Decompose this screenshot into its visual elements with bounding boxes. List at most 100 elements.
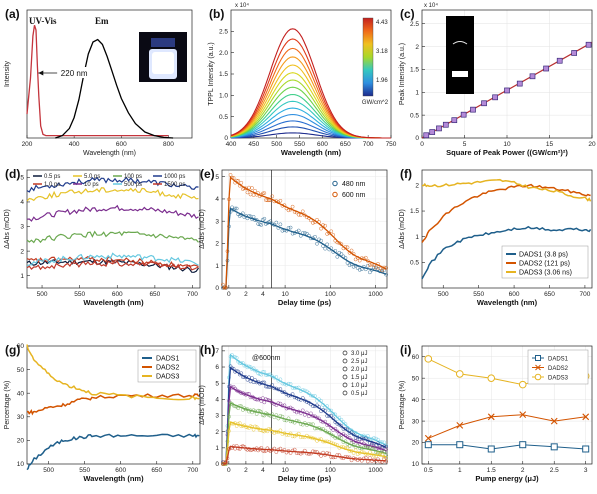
series-line <box>26 204 199 222</box>
data-point <box>325 430 330 435</box>
legend-label: 1000 ps <box>164 174 185 180</box>
series-line <box>26 255 199 268</box>
series-line <box>26 393 200 416</box>
y-axis-label: ΔAbs (mOD) <box>199 209 206 249</box>
data-point <box>296 212 301 217</box>
legend-marker <box>535 355 541 361</box>
y-axis-label: TPPL Intensity (a.u.) <box>208 42 215 106</box>
series-line <box>26 230 199 244</box>
plot-frame <box>26 9 193 139</box>
x-axis-label: Wavelength (nm) <box>281 148 342 157</box>
y-tick-label: 60 <box>412 354 420 361</box>
x-tick-label: 4 <box>261 467 265 474</box>
legend-label: DADS2 <box>156 365 179 372</box>
data-point <box>313 234 317 239</box>
panel-a: 200 400 600 800 Wavelength (nm) Intensity UV-V… <box>4 9 193 157</box>
data-point <box>278 222 283 227</box>
width-label: 220 nm <box>61 69 88 78</box>
data-point <box>262 216 267 221</box>
inset-bright-spot <box>452 71 468 77</box>
x-tick-label: 10 <box>281 467 289 474</box>
x-tick-label: 500 <box>271 141 282 148</box>
spectrum-line <box>230 28 391 139</box>
data-point <box>302 231 307 235</box>
x-tick-label: 700 <box>579 291 590 298</box>
legend-label: DADS1 <box>156 356 179 363</box>
y-tick-label: 2.5 <box>410 21 419 28</box>
data-point <box>384 447 388 452</box>
series-line <box>421 225 592 280</box>
data-point <box>331 411 336 416</box>
panel-label: (g) <box>5 343 20 357</box>
data-point <box>335 429 340 434</box>
plot-frame <box>421 345 593 465</box>
fit-line <box>222 353 387 465</box>
data-point <box>349 248 354 253</box>
y-tick-label: 1 <box>215 263 219 270</box>
data-point <box>250 186 254 190</box>
data-point <box>280 228 285 233</box>
data-point <box>363 455 368 460</box>
data-point <box>529 73 536 80</box>
y-axis-label: ΔAbs (mOD) <box>199 385 206 425</box>
y-tick-label: 2.5 <box>219 29 228 36</box>
x-tick-label: 20 <box>588 141 596 148</box>
y-tick-label: 4 <box>215 397 219 404</box>
data-point <box>251 193 256 197</box>
x-tick-label: 600 <box>116 141 127 148</box>
data-point <box>372 265 376 270</box>
data-point <box>290 204 295 209</box>
data-point <box>481 100 487 107</box>
data-point <box>234 206 239 211</box>
y-tick-label: 2 <box>215 241 219 248</box>
data-point <box>363 255 368 260</box>
y-tick-label: 50 <box>412 375 420 382</box>
x-tick-label: 100 <box>325 467 336 474</box>
x-tick-label: 0.5 <box>424 467 433 474</box>
x-tick-label: 650 <box>544 291 555 298</box>
legend-label: DADS2 <box>548 366 569 372</box>
probe-wavelength-label: @600nm <box>252 355 281 362</box>
legend-marker <box>534 373 542 381</box>
legend-label: 10 ps <box>84 182 99 188</box>
legend-label: 1.0 ps <box>44 182 60 188</box>
y-axis-label: Peak Intensity (a.u.) <box>399 43 406 105</box>
panel-label: (h) <box>200 343 215 357</box>
data-point <box>487 445 495 453</box>
series-line <box>421 178 592 202</box>
data-point <box>456 421 464 429</box>
data-point <box>368 270 372 275</box>
data-point <box>228 173 233 177</box>
x-tick-label: 550 <box>74 291 85 298</box>
plot-frame <box>26 169 201 289</box>
data-point <box>319 226 323 231</box>
legend-label: DADS2 (121 ps) <box>519 261 570 268</box>
data-point <box>504 87 510 94</box>
data-point <box>262 191 267 195</box>
data-point <box>323 223 327 228</box>
y-tick-label: 4 <box>215 196 219 203</box>
data-point <box>221 282 225 287</box>
x-tick-label: 1 <box>458 467 462 474</box>
data-point <box>455 370 464 378</box>
x-tick-label: 3 <box>584 467 588 474</box>
x-axis-label: Wavelength (nm) <box>83 474 144 483</box>
y-tick-label: 0.5 <box>219 114 228 121</box>
data-point <box>374 265 378 270</box>
x-tick-label: 700 <box>363 141 374 148</box>
legend-label: 2.0 μJ <box>351 367 367 373</box>
series-line <box>428 444 586 450</box>
data-point <box>325 232 330 236</box>
data-point <box>518 380 527 389</box>
data-point <box>550 443 558 451</box>
data-point <box>571 50 578 56</box>
x-tick-label: 600 <box>112 291 123 298</box>
data-point <box>339 242 344 247</box>
y-tick-label: 1 <box>215 445 219 452</box>
panel-h: 0 2 4 10 100 1000 0 1 2 3 4 5 6 7 Delay time (ps) ΔAbs … <box>199 345 388 483</box>
data-point <box>274 220 279 225</box>
y-axis-label: Percentage (%) <box>4 381 11 430</box>
legend-box <box>501 245 589 279</box>
data-point <box>337 241 342 245</box>
y-tick-label: 7 <box>215 348 219 355</box>
